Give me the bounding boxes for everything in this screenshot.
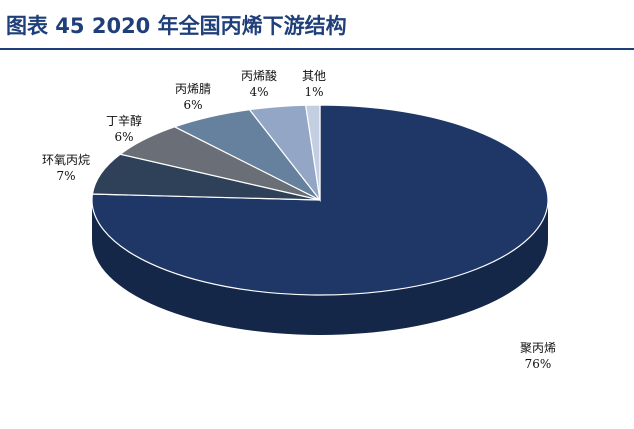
pie-slices [91, 104, 549, 296]
slice-label-4: 丙烯酸 [241, 68, 277, 83]
title-underline [0, 48, 634, 50]
slice-percent-5: 1% [304, 85, 323, 99]
pie-slice-0 [91, 104, 549, 296]
slice-label-3: 丙烯腈 [175, 82, 211, 96]
slice-percent-3: 6% [183, 98, 202, 112]
pie-slice-5 [304, 104, 321, 201]
slice-percent-0: 76% [525, 357, 552, 371]
slice-percent-4: 4% [249, 85, 268, 99]
slice-label-1: 环氧丙烷 [42, 153, 90, 167]
slice-percent-1: 7% [56, 169, 75, 183]
slice-label-0: 聚丙烯 [520, 341, 556, 355]
pie-labels: 聚丙烯 76% 环氧丙烷 7% 丁辛醇 6% 丙烯腈 6% 丙烯酸 4% 其他 1% [42, 68, 556, 371]
pie-side-0 [92, 200, 548, 335]
figure-title: 图表 45 2020 年全国丙烯下游结构 [6, 14, 347, 38]
slice-percent-2: 6% [114, 130, 133, 144]
pie-depth [92, 200, 548, 335]
slice-label-2: 丁辛醇 [106, 113, 142, 128]
slice-label-5: 其他 [302, 69, 326, 83]
